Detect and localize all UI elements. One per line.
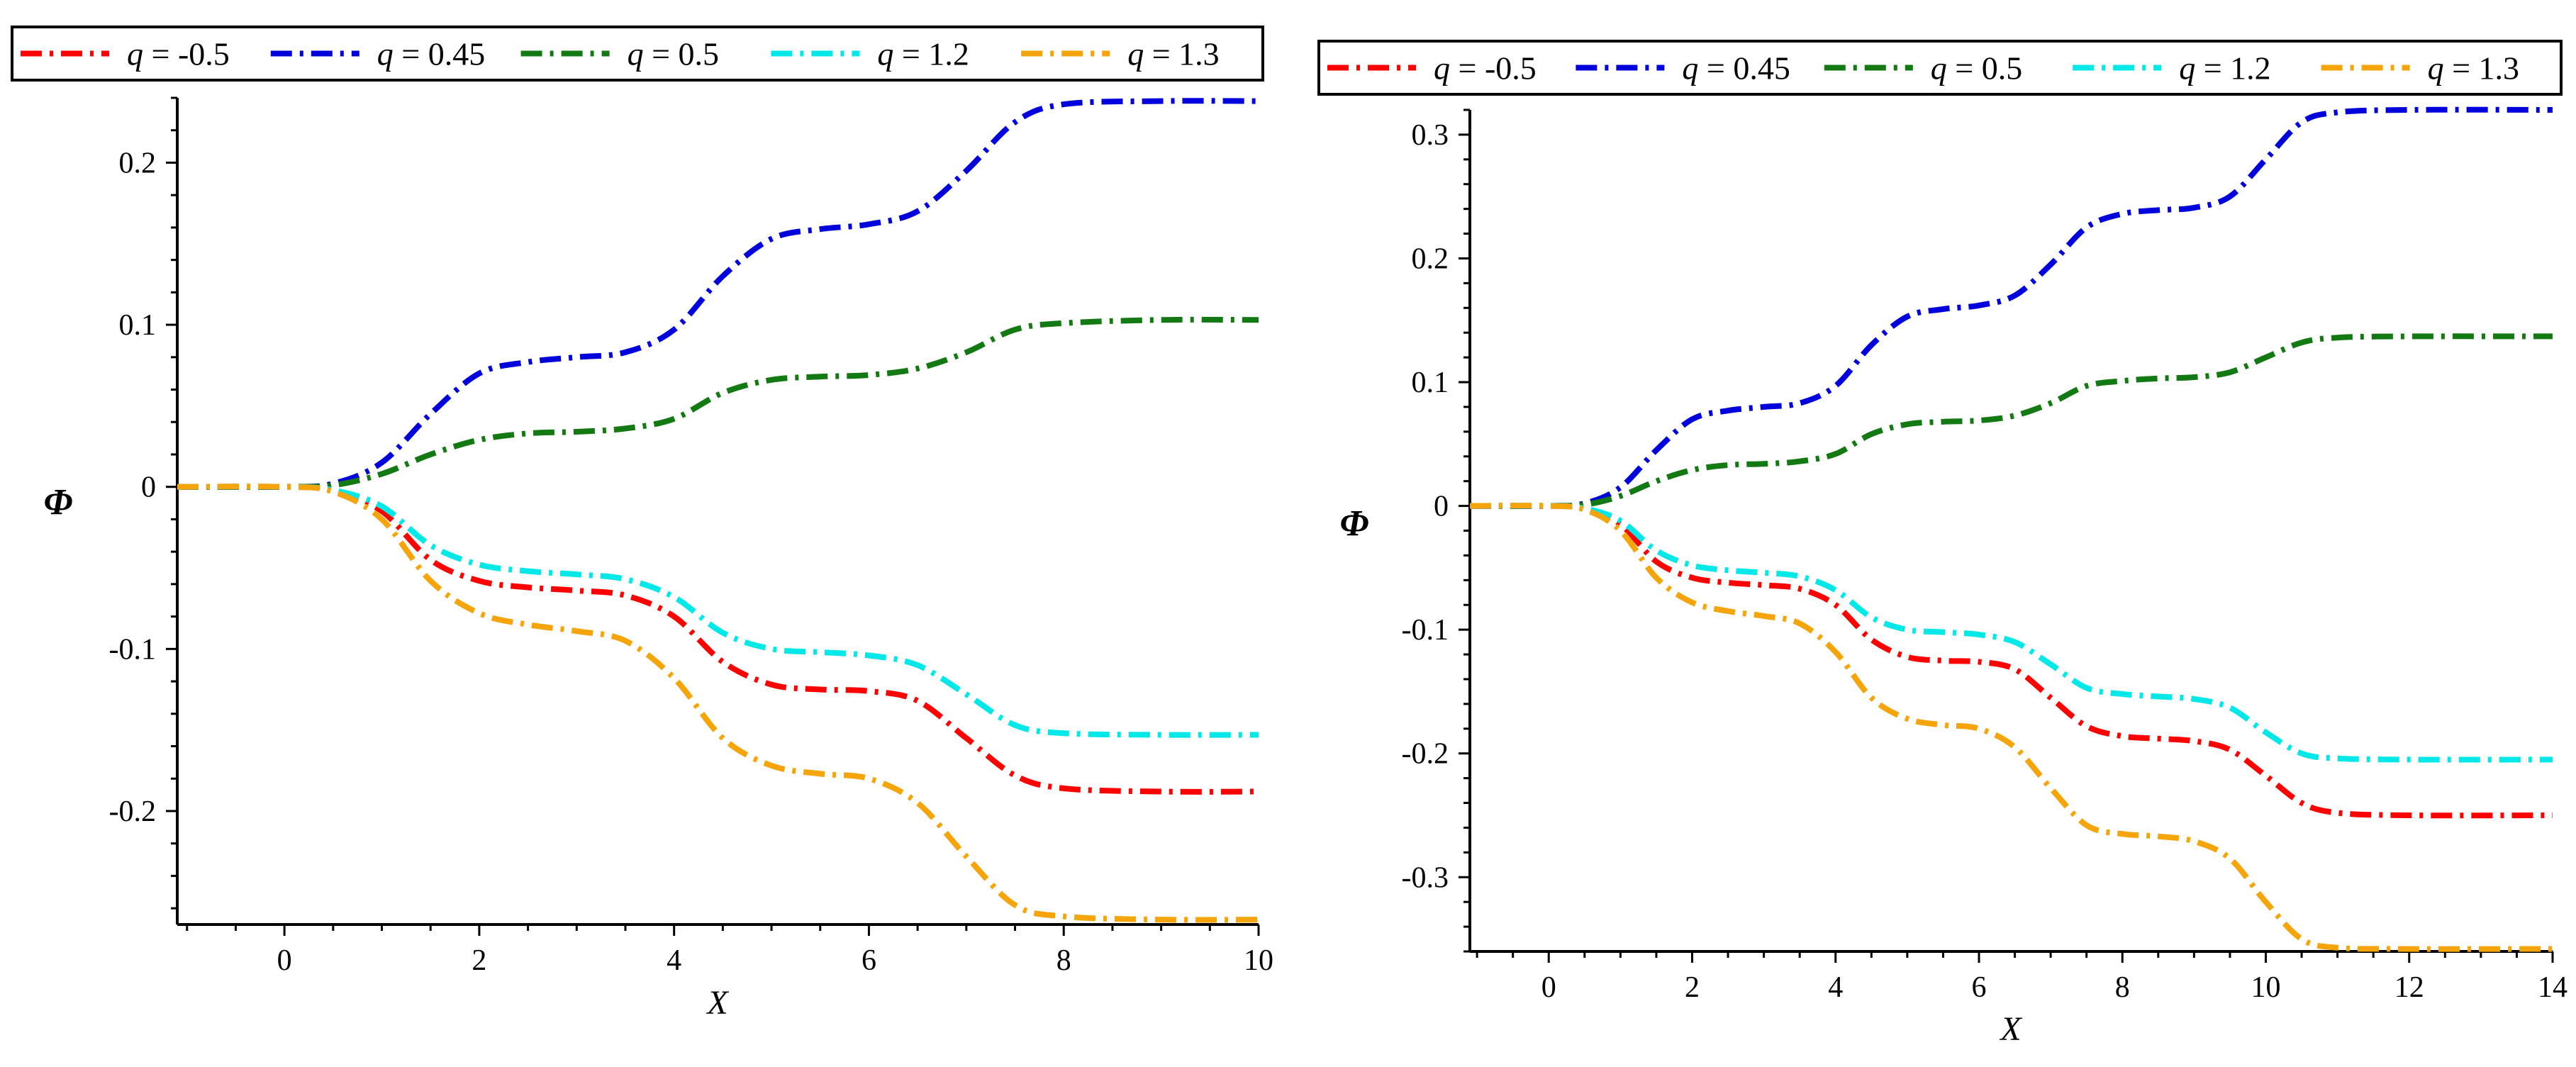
y-tick-label: 0.2 [1412,242,1449,275]
series-line-cyan [1469,503,2553,763]
y-tick-label: 0.3 [1412,119,1449,152]
x-tick-label: 4 [667,944,681,977]
legend-q-symbol: q [127,36,143,72]
legend-q-symbol: q [1127,36,1144,72]
y-tick-label: 0.1 [119,309,157,342]
legend-label: q = 1.2 [2179,50,2270,86]
series-line-blue [1469,106,2553,509]
legend-q-symbol: q [877,36,893,72]
legend-q-symbol: q [377,36,394,72]
y-tick-label: 0.1 [1412,367,1449,399]
series-line-orange [1469,503,2553,952]
legend-q-value: = -0.5 [1450,50,1537,86]
legend-q-value: = 0.45 [394,36,485,72]
series-line-red [177,484,1259,795]
y-tick-label: 0 [141,471,156,504]
series-line-blue [177,98,1259,491]
y-tick-label: -0.3 [1402,861,1449,894]
series-line-cyan [177,484,1259,738]
legend-q-symbol: q [628,36,644,72]
x-tick-label: 6 [1971,971,1986,1004]
legend-q-value: = 1.2 [893,36,969,72]
y-tick-label: -0.2 [109,795,157,828]
y-tick-label: -0.2 [1402,738,1449,771]
y-axis-label-left: Φ [43,482,72,523]
y-tick-label: -0.1 [109,633,157,666]
plot-area-right: 0 2 4 6 8 10 12 14 -0.3 -0.2 -0.1 0 0.1 0.2 0.3 [1402,106,2567,1004]
y-axis-label-right: Φ [1339,503,1368,544]
y-tick-label: 0.2 [119,147,157,179]
x-axis-label-right: X [1999,1010,2022,1048]
legend-label: q = 0.45 [377,36,485,72]
legend-label: q = 1.3 [2428,50,2519,86]
legend-q-value: = 1.3 [2444,50,2519,86]
x-tick-label: 2 [1685,971,1700,1004]
legend-q-value: = 0.5 [1947,50,2022,86]
legend-label: q = -0.5 [1434,50,1537,86]
legend-q-symbol: q [1434,50,1450,86]
legend-q-value: = 0.45 [1698,50,1790,86]
x-tick-label: 10 [1244,944,1273,977]
legend-label: q = 0.5 [628,36,719,72]
legend-label: q = 0.5 [1931,50,2022,86]
x-tick-label: 14 [2538,971,2567,1004]
legend-q-value: = -0.5 [143,36,230,72]
x-tick-label: 10 [2251,971,2280,1004]
plot-area-left: 0 2 4 6 8 10 -0.2 -0.1 0 0.1 0.2 [109,96,1273,977]
legend-q-symbol: q [1682,50,1698,86]
legend-label: q = 1.3 [1127,36,1219,72]
legend-label: q = 0.45 [1682,50,1790,86]
legend-q-symbol: q [1931,50,1947,86]
x-tick-label: 4 [1828,971,1843,1004]
legend-box [11,26,1264,82]
y-tick-label: 0 [1434,491,1449,523]
legend-q-symbol: q [2428,50,2444,86]
x-tick-label: 8 [2115,971,2130,1004]
legend-box [1317,40,2563,96]
legend-label: q = -0.5 [127,36,230,72]
series-line-green [177,316,1259,490]
x-tick-label: 0 [1541,971,1556,1004]
legend-label: q = 1.2 [877,36,969,72]
legend-q-value: = 1.2 [2195,50,2270,86]
legend-q-value: = 1.3 [1144,36,1219,72]
legend-q-value: = 0.5 [644,36,719,72]
x-tick-label: 6 [862,944,876,977]
series-line-orange [177,484,1259,923]
legend-q-symbol: q [2179,50,2195,86]
series-line-red [1469,503,2553,819]
x-tick-label: 2 [472,944,486,977]
x-tick-label: 0 [277,944,292,977]
x-tick-label: 8 [1056,944,1071,977]
legend-left: q = -0.5 q = 0.45 q = 0.5 q = 1.2 q = 1.3 [11,26,1264,82]
x-tick-label: 12 [2394,971,2424,1004]
x-axis-label-left: X [706,984,729,1022]
legend-right: q = -0.5 q = 0.45 q = 0.5 q = 1.2 q = 1.3 [1317,40,2563,96]
y-tick-label: -0.1 [1402,614,1449,647]
